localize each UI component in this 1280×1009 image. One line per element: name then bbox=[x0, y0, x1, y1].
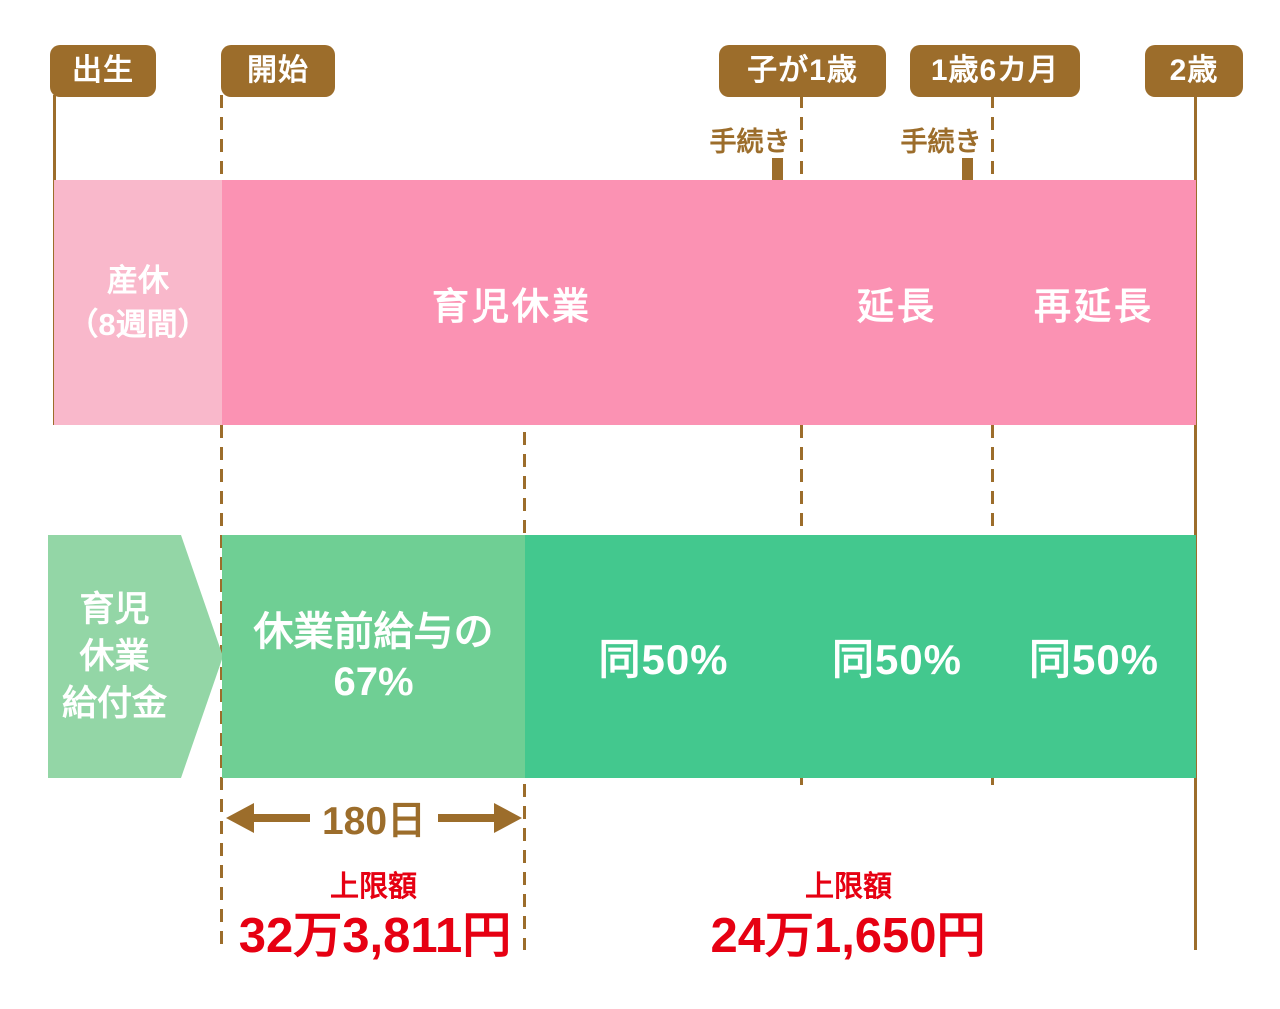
benefit-rate-50-segment-1: 同50% bbox=[525, 535, 802, 778]
start-line bbox=[220, 95, 223, 950]
duration-180days-arrow: 180日 bbox=[226, 797, 523, 843]
maternity-leave-label: 産休 （8週間） bbox=[67, 262, 209, 342]
cap-amount-2: 24万1,650円 bbox=[710, 909, 986, 963]
milestone-age2: 2歳 bbox=[1145, 45, 1243, 97]
re-extension-label: 再延長 bbox=[1034, 285, 1154, 327]
childcare-leave-segment bbox=[222, 180, 1196, 425]
benefit-rate-50-segment-2: 同50% bbox=[802, 535, 992, 778]
milestone-birth: 出生 bbox=[50, 45, 156, 97]
arrow-stem bbox=[438, 814, 495, 822]
age1-6mo-line bbox=[991, 95, 994, 785]
arrow-stem bbox=[254, 814, 310, 822]
extension-label: 延長 bbox=[857, 285, 937, 327]
procedure-label-1: 手続き bbox=[709, 127, 791, 157]
milestone-age1-6mo: 1歳6カ月 bbox=[910, 45, 1080, 97]
arrow-left-icon bbox=[226, 803, 254, 833]
duration-180days-label: 180日 bbox=[321, 800, 427, 843]
milestone-start: 開始 bbox=[221, 45, 335, 97]
benefit-rate-67-segment: 休業前給与の 67% bbox=[222, 535, 525, 778]
cap-label-1: 上限額 bbox=[329, 871, 417, 903]
cap-amount-1: 32万3,811円 bbox=[238, 909, 512, 963]
childcare-leave-label: 育児休業 bbox=[432, 285, 592, 327]
procedure-label-2: 手続き bbox=[900, 127, 982, 157]
benefit-arrow-label-text: 育児 休業 給付金 bbox=[61, 590, 167, 723]
cap-label-2: 上限額 bbox=[804, 871, 892, 903]
milestone-age1: 子が1歳 bbox=[719, 45, 886, 97]
maternity-leave-segment: 産休 （8週間） bbox=[54, 180, 222, 425]
benefit-rate-50-segment-3: 同50% bbox=[992, 535, 1196, 778]
arrow-right-icon bbox=[494, 803, 523, 833]
age1-line bbox=[800, 95, 803, 785]
benefit-arrow-label: 育児 休業 給付金 bbox=[48, 535, 223, 778]
benefit-rate-67-label: 休業前給与の 67% bbox=[253, 609, 494, 704]
age2-line bbox=[1194, 95, 1197, 950]
